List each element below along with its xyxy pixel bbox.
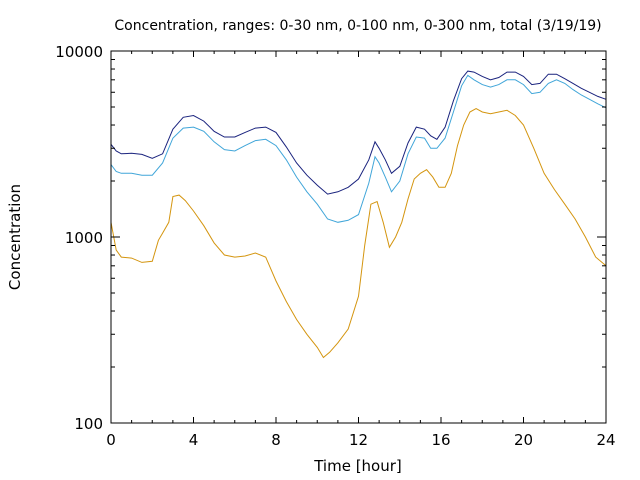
series-line-3 [110,108,607,359]
y-tick-label: 100 [74,415,103,433]
chart-title: Concentration, ranges: 0-30 nm, 0-100 nm… [114,18,601,34]
x-tick-label: 12 [349,431,368,449]
x-axis-label: Time [hour] [313,457,402,475]
x-tick-label: 4 [189,431,199,449]
axis-ticks: 0 4 8 12 16 20 24 100 1000 10000 [55,43,615,449]
y-axis-label: Concentration [6,184,24,290]
x-tick-label: 0 [106,431,116,449]
y-tick-label: 10000 [55,43,103,61]
series-line-1 [110,70,607,195]
series-line-2 [110,74,607,223]
plot-area [110,70,607,359]
x-tick-label: 8 [271,431,281,449]
plot-frame [110,50,607,424]
x-tick-label: 20 [514,431,533,449]
x-tick-label: 24 [596,431,615,449]
x-tick-label: 16 [431,431,450,449]
y-tick-label: 1000 [65,229,103,247]
